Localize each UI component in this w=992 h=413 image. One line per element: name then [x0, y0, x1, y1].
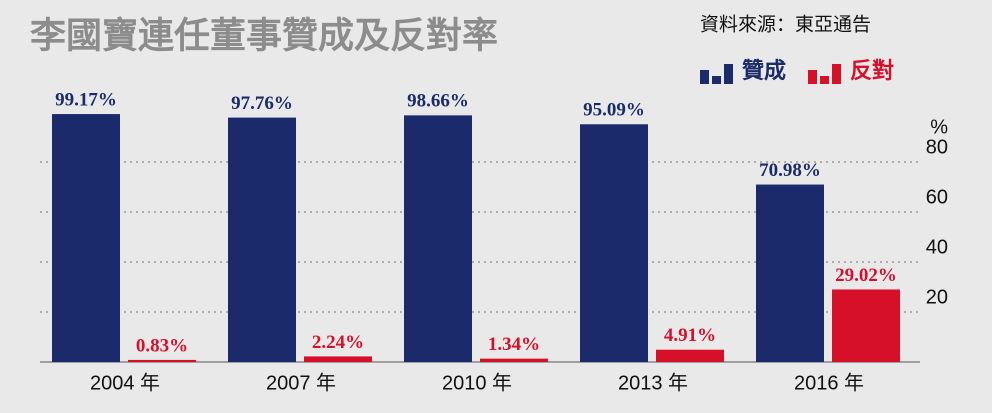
value-label: 29.02%	[835, 265, 897, 286]
value-label: 98.66%	[407, 91, 469, 112]
x-tick-label: 2010 年	[442, 371, 512, 394]
y-tick-label: 80	[926, 136, 948, 158]
bar	[304, 356, 372, 362]
bar	[228, 117, 296, 362]
value-label: 97.76%	[231, 93, 293, 114]
legend-swatch	[808, 70, 817, 84]
legend-swatch	[700, 70, 709, 84]
legend-label: 反對	[850, 58, 894, 83]
y-tick-label: 40	[926, 236, 948, 258]
bar	[832, 289, 900, 362]
legend-swatch	[820, 76, 829, 84]
bar	[128, 359, 196, 362]
value-label: 95.09%	[583, 100, 645, 121]
bar	[404, 115, 472, 362]
bar	[580, 124, 648, 363]
legend-swatch	[724, 64, 733, 84]
y-axis-label: %	[930, 116, 948, 138]
y-tick-label: 20	[926, 286, 948, 308]
value-label: 1.34%	[488, 334, 540, 355]
bar	[656, 349, 724, 362]
value-label: 4.91%	[664, 325, 716, 346]
legend-label: 贊成	[742, 58, 786, 83]
bar	[52, 114, 120, 362]
value-label: 0.83%	[136, 335, 188, 356]
bar	[756, 184, 824, 362]
legend-swatch	[832, 64, 841, 84]
x-tick-label: 2007 年	[266, 371, 336, 394]
chart-title: 李國寶連任董事贊成及反對率	[30, 15, 498, 56]
x-tick-label: 2016 年	[794, 371, 864, 394]
y-tick-label: 60	[926, 186, 948, 208]
source: 資料來源：東亞通告	[700, 13, 871, 35]
value-label: 70.98%	[759, 160, 821, 181]
value-label: 99.17%	[55, 89, 117, 110]
legend-swatch	[712, 76, 721, 84]
value-label: 2.24%	[312, 332, 364, 353]
x-tick-label: 2004 年	[90, 371, 160, 394]
bar	[480, 358, 548, 362]
x-tick-label: 2013 年	[618, 371, 688, 394]
